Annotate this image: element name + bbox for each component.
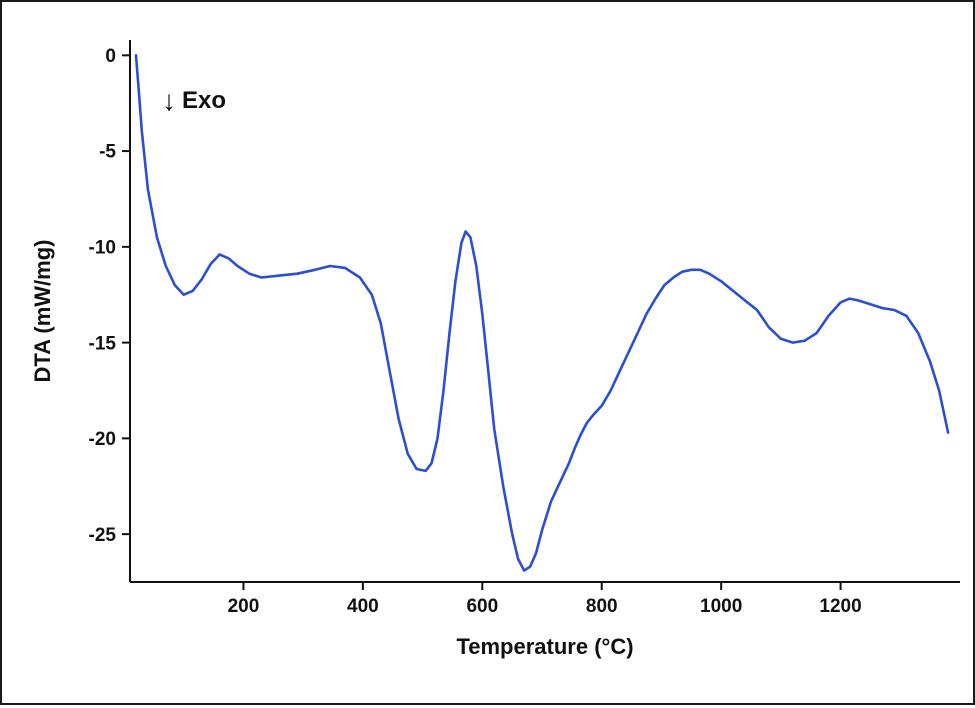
y-axis-title: DTA (mW/mg): [30, 240, 55, 383]
y-tick-label: -5: [99, 142, 116, 163]
x-tick-label: 200: [228, 596, 260, 617]
x-tick-label: 600: [466, 596, 498, 617]
x-tick-label: 1000: [700, 596, 742, 617]
x-axis-ticks: 200 400 600 800 1000 1200: [228, 582, 862, 617]
y-tick-label: -20: [89, 429, 116, 450]
x-tick-label: 1200: [819, 596, 861, 617]
y-tick-label: 0: [105, 46, 116, 67]
x-tick-label: 800: [586, 596, 618, 617]
exo-down-arrow-icon: ↓: [162, 85, 176, 116]
exo-annotation: Exo: [182, 87, 226, 114]
y-tick-label: -10: [89, 237, 116, 258]
y-tick-label: -25: [89, 525, 117, 546]
y-tick-label: -15: [89, 333, 117, 354]
x-tick-label: 400: [347, 596, 379, 617]
y-axis-ticks: 0 -5 -10 -15 -20 -25: [89, 46, 130, 546]
x-axis-title: Temperature (°C): [456, 634, 633, 659]
dta-curve-group: [134, 53, 950, 572]
dta-curve: [134, 53, 950, 572]
